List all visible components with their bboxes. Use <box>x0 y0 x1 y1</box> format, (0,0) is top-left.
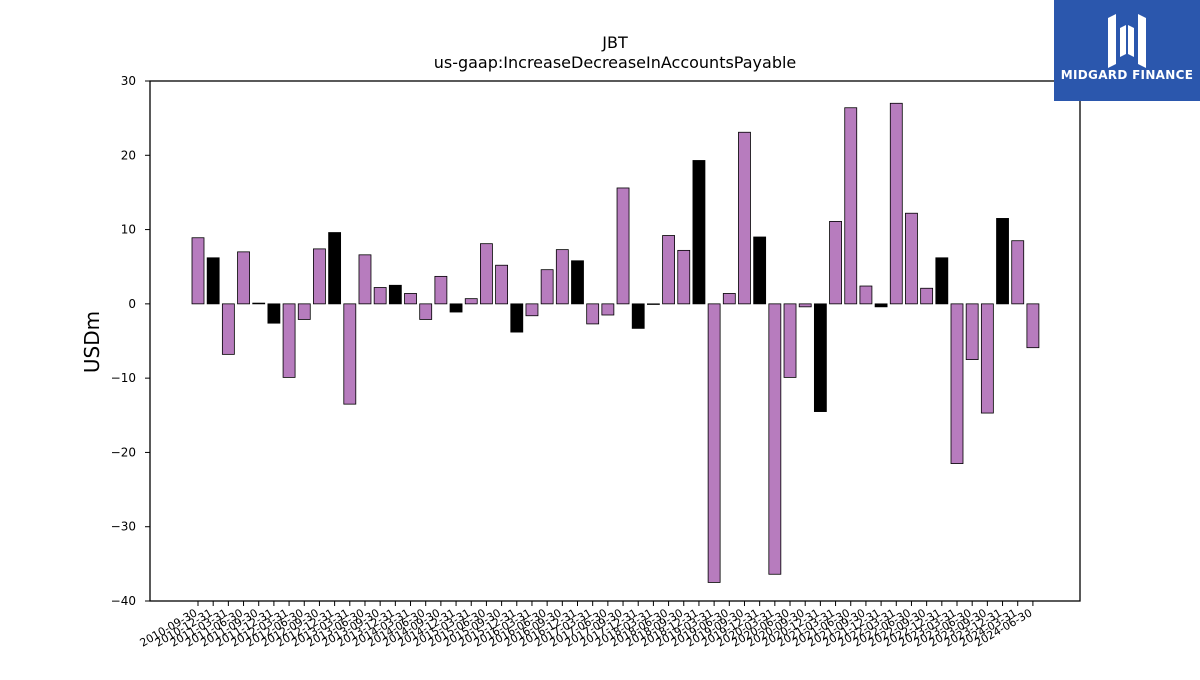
bar-2011-06-30 <box>237 251 250 305</box>
bar-2023-09-30 <box>980 303 994 414</box>
bar-2019-06-30 <box>722 293 736 305</box>
y-axis: 30 20 10 0 −10 −20 −30 −40 <box>111 74 150 608</box>
bar-2021-06-30 <box>844 107 858 305</box>
bar-2017-03-31 <box>586 303 600 325</box>
bar-2012-09-30 <box>313 248 326 305</box>
bar-2014-12-31 <box>449 303 463 313</box>
bar-2022-12-31 <box>935 257 949 305</box>
bar-2021-12-31 <box>874 303 888 308</box>
bar-2011-12-31 <box>267 303 281 324</box>
y-tick-label: −10 <box>111 371 136 385</box>
bar-2018-12-31 <box>692 160 706 305</box>
bar-2010-09-30 <box>191 237 205 305</box>
y-tick-label: 30 <box>121 74 136 88</box>
bar-2016-06-30 <box>540 269 554 305</box>
bar-2020-12-31 <box>813 303 827 412</box>
midgard-finance-logo: MIDGARD FINANCE <box>1054 0 1200 101</box>
bar-2015-03-31 <box>464 298 478 305</box>
chart-subtitle: us-gaap:IncreaseDecreaseInAccountsPayabl… <box>434 53 797 72</box>
bar-2022-03-31 <box>889 102 903 305</box>
bar-2010-12-31 <box>206 257 220 305</box>
bar-2017-09-30 <box>616 187 630 305</box>
midgard-logo-icon <box>1108 14 1146 68</box>
bar-2015-09-30 <box>495 264 509 305</box>
y-tick-label: 20 <box>121 148 136 162</box>
bar-2016-12-31 <box>571 260 584 305</box>
bar-2023-06-30 <box>965 303 979 360</box>
bar-2021-09-30 <box>859 285 873 305</box>
bar-2023-03-31 <box>950 303 964 464</box>
bar-2020-09-30 <box>798 303 812 308</box>
bar-2020-03-31 <box>768 303 782 575</box>
bar-2017-12-31 <box>631 303 645 329</box>
bar-2019-03-31 <box>707 303 721 583</box>
bar-2012-06-30 <box>297 303 311 320</box>
x-axis: 2010-09-302010-12-312011-03-312011-06-30… <box>138 601 1034 650</box>
bar-2011-09-30 <box>252 302 266 305</box>
bar-2018-09-30 <box>677 249 691 305</box>
bars-group <box>191 102 1040 583</box>
bar-2011-03-31 <box>221 303 235 355</box>
bar-2019-12-31 <box>753 236 767 305</box>
y-tick-label: −40 <box>111 594 136 608</box>
bar-2018-03-31 <box>647 303 660 305</box>
y-tick-label: 10 <box>121 223 136 237</box>
logo-text: MIDGARD FINANCE <box>1060 68 1194 82</box>
y-axis-label: USDm <box>80 311 104 373</box>
plot-frame <box>149 80 1081 602</box>
bar-2019-09-30 <box>738 131 751 305</box>
bar-2013-06-30 <box>358 254 372 305</box>
bar-2012-03-31 <box>282 303 296 378</box>
bar-2015-06-30 <box>480 243 493 305</box>
bar-2024-03-31 <box>1011 240 1025 305</box>
bar-2015-12-31 <box>510 303 524 333</box>
y-tick-label: 0 <box>128 297 136 311</box>
bar-2024-06-30 <box>1026 303 1040 349</box>
chart-title: JBT <box>601 33 628 52</box>
bar-2018-06-30 <box>662 235 675 305</box>
bar-2016-03-31 <box>525 303 539 317</box>
bar-2014-06-30 <box>419 303 433 320</box>
y-tick-label: −30 <box>111 520 136 534</box>
bar-2013-09-30 <box>373 287 387 305</box>
bar-2014-09-30 <box>434 275 448 305</box>
bar-2023-12-31 <box>996 218 1009 305</box>
bar-2013-12-31 <box>388 284 402 305</box>
bar-2012-12-31 <box>328 232 342 305</box>
bar-2020-06-30 <box>783 303 797 378</box>
bar-2014-03-31 <box>404 293 417 305</box>
bar-2016-09-30 <box>555 249 569 305</box>
y-tick-label: −20 <box>111 445 136 459</box>
bar-2017-06-30 <box>601 303 615 316</box>
bar-2013-03-31 <box>343 303 357 405</box>
bar-2021-03-31 <box>829 220 842 305</box>
bar-2022-09-30 <box>920 287 934 305</box>
bar-2022-06-30 <box>905 212 918 305</box>
